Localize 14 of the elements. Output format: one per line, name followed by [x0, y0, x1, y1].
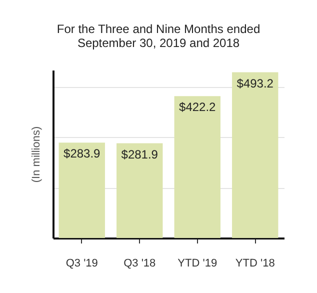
x-tick-label: Q3 '18 — [124, 258, 156, 270]
bar — [58, 142, 105, 238]
bar — [174, 96, 220, 238]
bar — [232, 72, 278, 238]
x-tick-label: YTD '19 — [178, 258, 218, 270]
x-tick-label: Q3 '19 — [66, 258, 98, 270]
data-label: $283.9 — [64, 146, 101, 161]
x-tick-label: YTD '18 — [235, 258, 275, 270]
data-label: $281.9 — [121, 147, 158, 162]
data-label: $493.2 — [236, 76, 274, 90]
bar — [116, 143, 163, 238]
data-label: $422.2 — [179, 100, 216, 114]
chart-title: For the Three and Nine Months ended September 30, 2019 and 2018 — [56, 22, 260, 50]
y-axis-title: (In millions) — [30, 126, 42, 183]
